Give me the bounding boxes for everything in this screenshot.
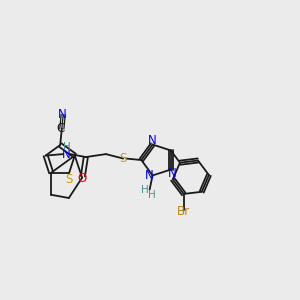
Text: N: N <box>145 169 154 182</box>
Text: S: S <box>119 152 127 165</box>
Text: N: N <box>62 148 71 160</box>
Text: H: H <box>62 142 70 152</box>
Text: S: S <box>65 173 73 186</box>
Text: H: H <box>141 185 149 195</box>
Text: H: H <box>148 190 156 200</box>
Text: N: N <box>148 134 157 147</box>
Text: O: O <box>78 172 87 185</box>
Text: C: C <box>56 122 64 135</box>
Text: N: N <box>58 108 67 121</box>
Text: N: N <box>168 167 177 181</box>
Text: Br: Br <box>177 205 190 218</box>
